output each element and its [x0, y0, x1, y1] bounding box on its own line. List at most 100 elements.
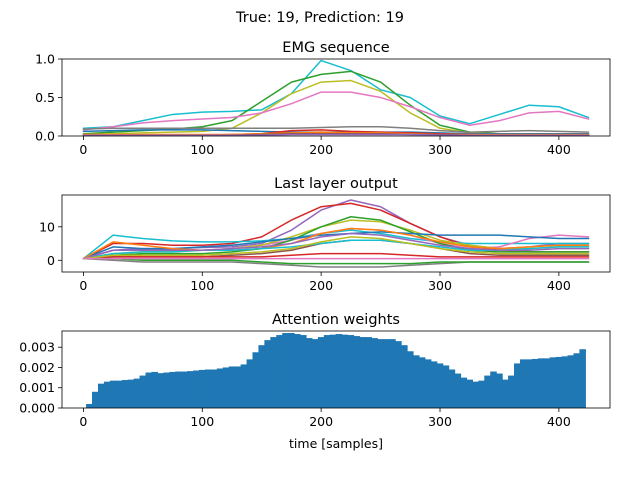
bar — [448, 369, 456, 408]
x-axis-label: time [samples] — [289, 436, 383, 451]
bar — [139, 375, 147, 408]
bar — [300, 335, 307, 408]
bar — [347, 335, 355, 408]
bar — [430, 361, 438, 408]
subplot-title: Last layer output — [274, 176, 398, 192]
series-line-1 — [82, 59, 590, 130]
bar — [525, 359, 533, 408]
x-tick-label: 0 — [79, 142, 87, 157]
bar — [175, 371, 182, 408]
bar — [567, 355, 575, 408]
bar — [240, 364, 248, 408]
series-line-14 — [82, 232, 590, 260]
y-tick-label: 1.0 — [35, 52, 55, 67]
bar — [151, 371, 158, 408]
x-tick-label: 100 — [190, 278, 214, 293]
y-tick-label: 0.000 — [19, 401, 55, 416]
bar — [335, 334, 343, 408]
series-line-6 — [82, 216, 590, 260]
x-tick-label: 300 — [428, 414, 452, 429]
x-tick-label: 200 — [309, 142, 333, 157]
bar — [543, 358, 551, 408]
bar — [531, 358, 539, 408]
series-line-3 — [82, 79, 590, 136]
x-tick-label: 100 — [190, 142, 214, 157]
bar — [389, 339, 396, 408]
bar — [514, 363, 521, 408]
bar — [555, 356, 563, 408]
x-tick-label: 400 — [547, 278, 571, 293]
bar — [383, 339, 390, 408]
bar — [436, 363, 444, 408]
bar — [228, 366, 236, 408]
x-tick-label: 400 — [547, 414, 571, 429]
bar — [246, 359, 254, 408]
y-tick-label: 0.001 — [19, 380, 55, 395]
x-tick-label: 200 — [309, 278, 333, 293]
bar — [187, 371, 194, 408]
bar — [199, 369, 206, 408]
bar — [282, 333, 289, 408]
x-tick-label: 300 — [428, 142, 452, 157]
bar — [418, 357, 426, 408]
bar — [234, 366, 242, 408]
bar — [412, 355, 420, 408]
subplot-title: Attention weights — [272, 312, 400, 328]
bar — [216, 368, 224, 408]
bar — [97, 383, 105, 408]
bar — [264, 340, 271, 408]
bar — [86, 403, 93, 408]
bar — [317, 337, 325, 408]
plot-area-1 — [82, 59, 590, 136]
bar — [288, 333, 295, 408]
series-line-13 — [82, 257, 590, 265]
bar — [353, 336, 361, 408]
bar — [424, 359, 432, 408]
subplot-3: Attention weights 0 100 200 300 400 0.000 0.001… — [19, 312, 611, 451]
bar — [311, 339, 319, 408]
bar — [92, 391, 99, 408]
bar — [401, 345, 408, 408]
bar — [210, 369, 218, 408]
bar — [252, 352, 260, 408]
bar — [472, 381, 479, 408]
bar — [204, 369, 212, 408]
series-line-8 — [82, 131, 590, 136]
plot-area-3 — [86, 333, 586, 408]
bar — [103, 381, 111, 408]
y-tick-label: 0 — [47, 253, 55, 268]
bar — [341, 334, 349, 408]
series-line-8 — [82, 227, 590, 260]
bar — [484, 375, 491, 408]
x-tick-label: 0 — [79, 414, 87, 429]
subplot-title: EMG sequence — [282, 40, 389, 56]
bar — [490, 371, 497, 408]
y-tick-label: 0.003 — [19, 340, 55, 355]
bar — [157, 373, 164, 408]
x-tick-label: 100 — [190, 414, 214, 429]
bar — [508, 375, 515, 408]
bar — [145, 372, 153, 408]
bar — [109, 380, 117, 408]
bar — [169, 371, 176, 408]
bar — [133, 378, 141, 408]
bar — [502, 379, 509, 408]
bar — [407, 351, 414, 408]
x-tick-label: 300 — [428, 278, 452, 293]
bar — [442, 365, 450, 408]
bar — [276, 335, 283, 408]
subplot-1: EMG sequence 0 100 200 300 400 0.0 0.5 1.0 — [35, 40, 611, 157]
bar — [181, 371, 188, 408]
series-line-12 — [82, 252, 590, 260]
bar — [329, 334, 337, 408]
bar — [573, 353, 580, 408]
axes-frame — [61, 58, 611, 137]
plot-area-2 — [82, 199, 590, 268]
bar — [395, 341, 402, 408]
subplot-2: Last layer output 0 100 200 300 400 0 10 — [39, 176, 611, 293]
bar — [127, 379, 135, 408]
x-tick-label: 400 — [547, 142, 571, 157]
y-tick-label: 0.5 — [35, 90, 55, 105]
